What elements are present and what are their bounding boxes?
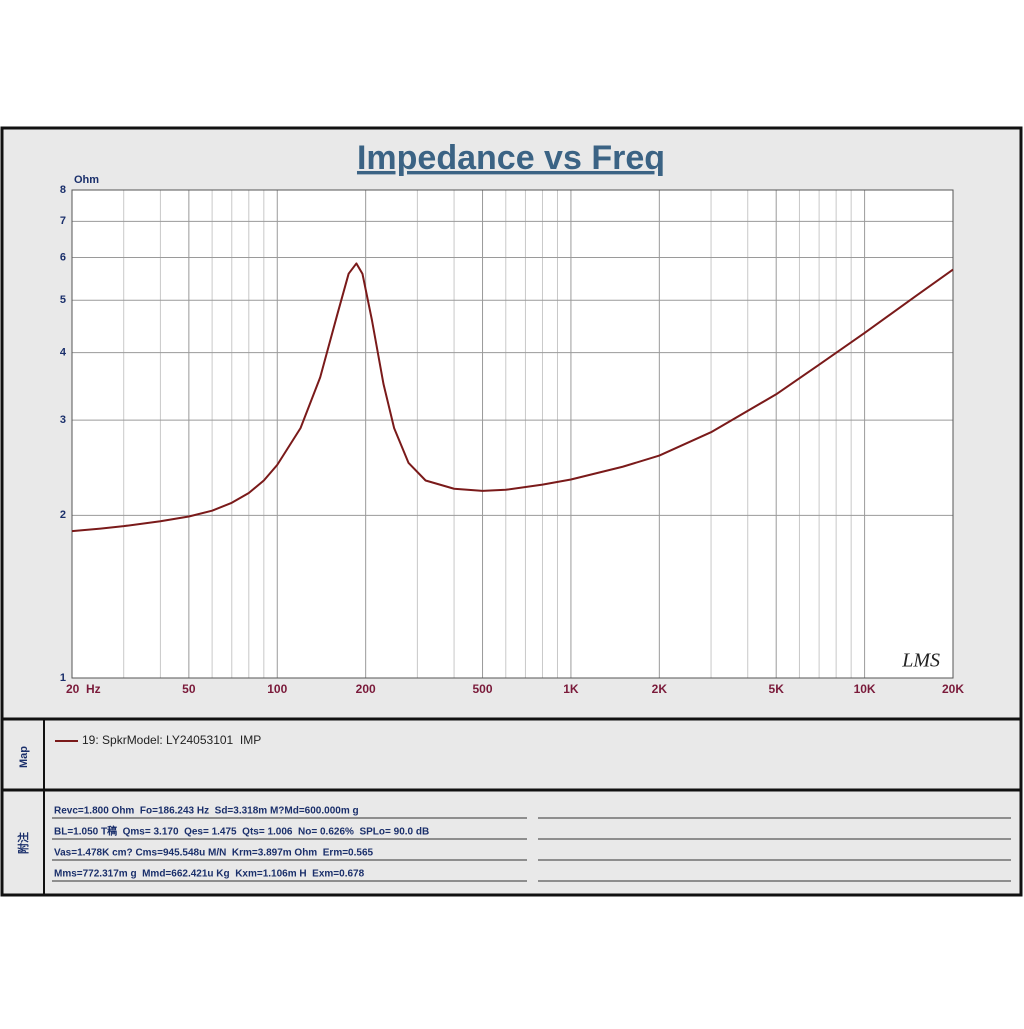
note-line: Mms=772.317m g Mmd=662.421u Kg Kxm=1.106… xyxy=(54,869,365,880)
y-tick-label: 8 xyxy=(60,184,66,196)
x-tick-label: 2K xyxy=(652,682,668,696)
note-line: Revc=1.800 Ohm Fo=186.243 Hz Sd=3.318m M… xyxy=(54,806,359,817)
layer: 20 Hz 50 100 200 500 1K 2K 5K 10K 20K 1 2 3 4 5 6 7 8 19: … xyxy=(52,184,1011,882)
y-tick-label: 2 xyxy=(60,509,66,521)
legend-label: 19: SpkrModel: LY24053101 IMP xyxy=(82,733,261,747)
x-tick-label: 20 Hz xyxy=(66,682,101,696)
note-line: Vas=1.478K cm? Cms=945.548u M/N Krm=3.89… xyxy=(54,848,374,859)
watermark: LMS xyxy=(901,650,940,672)
notes-label: 附注 xyxy=(16,832,30,854)
x-tick-label: 5K xyxy=(769,682,785,696)
x-tick-label: 100 xyxy=(267,682,287,696)
y-tick-label: 3 xyxy=(60,414,66,426)
y-tick-label: 7 xyxy=(60,215,66,227)
x-tick-label: 500 xyxy=(473,682,493,696)
note-line: BL=1.050 T稿 Qms= 3.170 Qes= 1.475 Qts= 1… xyxy=(54,825,429,838)
x-tick-label: 20K xyxy=(942,682,964,696)
impedance-curve xyxy=(71,262,954,533)
x-tick-label: 10K xyxy=(854,682,876,696)
x-tick-label: 1K xyxy=(563,682,579,696)
x-tick-label: 50 xyxy=(182,682,196,696)
y-tick-label: 5 xyxy=(60,294,66,306)
y-axis-label: Ohm xyxy=(74,174,99,186)
plot-area xyxy=(71,189,954,679)
x-tick-label: 200 xyxy=(356,682,376,696)
map-label: Map xyxy=(18,746,30,768)
chart-title: Impedance vs Freq xyxy=(357,139,665,177)
plot-border xyxy=(71,189,954,679)
y-tick-label: 1 xyxy=(60,672,66,684)
y-tick-label: 4 xyxy=(60,347,67,359)
y-tick-label: 6 xyxy=(60,251,66,263)
